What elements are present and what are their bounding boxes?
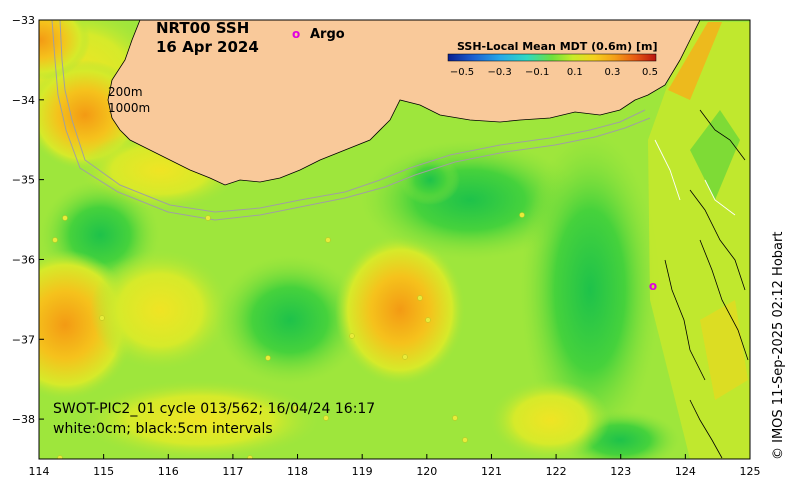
x-tick-label: 124 [675, 465, 696, 478]
colorbar-tick-label: −0.3 [487, 67, 511, 78]
depth-label-1000m: 1000m [108, 101, 150, 115]
swath-note-line2: white:0cm; black:5cm intervals [53, 421, 273, 437]
x-tick-label: 122 [546, 465, 567, 478]
y-axis: −33 −34 −35 −36 −37 −38 [12, 14, 44, 426]
colorbar-tick-label: −0.1 [525, 67, 549, 78]
colorbar-tick-label: 0.5 [642, 67, 658, 78]
x-tick-label: 114 [29, 465, 50, 478]
depth-label-200m: 200m [108, 85, 143, 99]
observation-markers [52, 212, 525, 459]
bathymetry-contours [51, 20, 651, 221]
y-tick-label: −33 [12, 14, 35, 27]
argo-float-marker: o [649, 279, 657, 293]
x-tick-label: 116 [158, 465, 179, 478]
x-tick-label: 125 [740, 465, 761, 478]
colorbar-ramp [447, 53, 657, 62]
x-tick-label: 117 [222, 465, 243, 478]
map-title: NRT00 SSH [156, 19, 249, 37]
colorbar-title: SSH-Local Mean MDT (0.6m) [m] [457, 40, 657, 53]
x-tick-label: 118 [287, 465, 308, 478]
x-tick-label: 120 [416, 465, 437, 478]
y-tick-label: −38 [12, 413, 35, 426]
x-tick-label: 121 [481, 465, 502, 478]
y-tick-label: −36 [12, 253, 35, 266]
colorbar-ticks: −0.5 −0.3 −0.1 0.1 0.3 0.5 [450, 67, 658, 78]
swath-note-line1: SWOT-PIC2_01 cycle 013/562; 16/04/24 16:… [53, 401, 375, 417]
argo-floats: o [649, 279, 657, 293]
x-axis: 114 115 116 117 118 119 120 121 122 123 124 125 [29, 454, 761, 478]
x-tick-label: 115 [93, 465, 114, 478]
colorbar-tick-label: −0.5 [450, 67, 474, 78]
x-tick-label: 123 [610, 465, 631, 478]
plot-frame [38, 19, 751, 460]
colorbar-tick-label: 0.3 [604, 67, 620, 78]
y-tick-label: −35 [12, 174, 35, 187]
map-date: 16 Apr 2024 [156, 38, 259, 56]
argo-legend-label: Argo [310, 27, 345, 42]
argo-legend-symbol: o [292, 27, 300, 41]
x-tick-label: 119 [352, 465, 373, 478]
imos-credit: © IMOS 11-Sep-2025 02:12 Hobart [771, 232, 786, 460]
swot-swath [648, 22, 750, 459]
colorbar-tick-label: 0.1 [567, 67, 583, 78]
y-tick-label: −34 [12, 94, 35, 107]
ssh-anomaly-field [39, 20, 680, 459]
colorbar: SSH-Local Mean MDT (0.6m) [m] −0.5 −0.3 −0… [447, 40, 658, 78]
y-tick-label: −37 [12, 333, 35, 346]
